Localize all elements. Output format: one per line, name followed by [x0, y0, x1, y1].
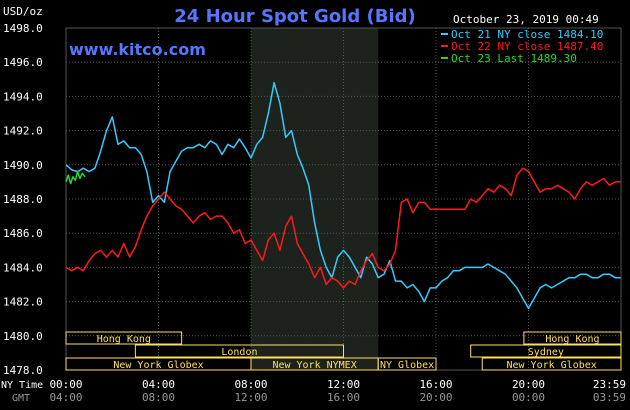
y-tick-label: 1494.0	[3, 90, 43, 103]
session-label: Hong Kong	[545, 334, 599, 345]
x-tick-label-ny: 08:00	[234, 378, 267, 391]
x-tick-label-gmt: 16:00	[327, 391, 360, 404]
x-tick-label-ny: 12:00	[327, 378, 360, 391]
x-tick-label-ny: 00:00	[49, 378, 82, 391]
session-label: New York NYMEX	[272, 360, 356, 371]
y-tick-label: 1488.0	[3, 193, 43, 206]
x-tick-label-ny: 16:00	[419, 378, 452, 391]
session-label: Sydney	[528, 347, 564, 358]
session-bar	[470, 344, 622, 358]
y-tick-label: 1478.0	[3, 364, 43, 377]
legend-entry-series-1: Oct 21 NY close 1484.10	[451, 28, 603, 41]
legend: Oct 21 NY close 1484.10 Oct 22 NY close …	[441, 28, 603, 65]
x-tick-label-gmt: 04:00	[49, 391, 82, 404]
session-bar	[481, 357, 622, 371]
x-tick-label-gmt: 20:00	[419, 391, 452, 404]
unit-label: USD/oz	[3, 5, 43, 18]
legend-entry-series-3: Oct 23 Last 1489.30	[451, 52, 577, 65]
x-axis-label-gmt: GMT	[12, 393, 30, 404]
session-label: New York Globex	[113, 360, 203, 371]
x-tick-label-gmt: 00:00	[512, 391, 545, 404]
y-tick-label: 1484.0	[3, 261, 43, 274]
session-bar	[523, 331, 622, 345]
watermark: www.kitco.com	[69, 40, 206, 59]
chart-title: 24 Hour Spot Gold (Bid)	[174, 6, 415, 27]
price-line-series-3	[65, 170, 86, 185]
nymex-session-band	[251, 28, 379, 370]
session-bar	[377, 357, 437, 371]
x-tick-label-ny: 23:59	[593, 378, 626, 391]
legend-entry-series-2: Oct 22 NY close 1487.40	[451, 40, 603, 53]
y-tick-label: 1482.0	[3, 296, 43, 309]
price-line-series-1	[65, 81, 621, 310]
session-bar	[134, 344, 344, 358]
x-tick-label-ny: 20:00	[512, 378, 545, 391]
x-axis-label-ny: NY Time	[1, 380, 43, 391]
x-tick-label-ny: 04:00	[142, 378, 175, 391]
session-label: NY Globex	[380, 360, 434, 371]
session-label: London	[221, 347, 257, 358]
y-tick-label: 1490.0	[3, 159, 43, 172]
x-tick-label-gmt: 12:00	[234, 391, 267, 404]
price-line-series-2	[65, 167, 621, 289]
session-label: New York Globex	[506, 360, 596, 371]
y-tick-label: 1480.0	[3, 330, 43, 343]
y-tick-label: 1496.0	[3, 56, 43, 69]
x-tick-label-gmt: 08:00	[142, 391, 175, 404]
y-tick-label: 1492.0	[3, 125, 43, 138]
timestamp: October 23, 2019 00:49	[453, 13, 599, 26]
session-label: Hong Kong	[97, 334, 151, 345]
y-tick-label: 1486.0	[3, 227, 43, 240]
y-tick-label: 1498.0	[3, 22, 43, 35]
x-tick-label-gmt: 03:59	[593, 391, 626, 404]
session-bar	[65, 331, 183, 345]
